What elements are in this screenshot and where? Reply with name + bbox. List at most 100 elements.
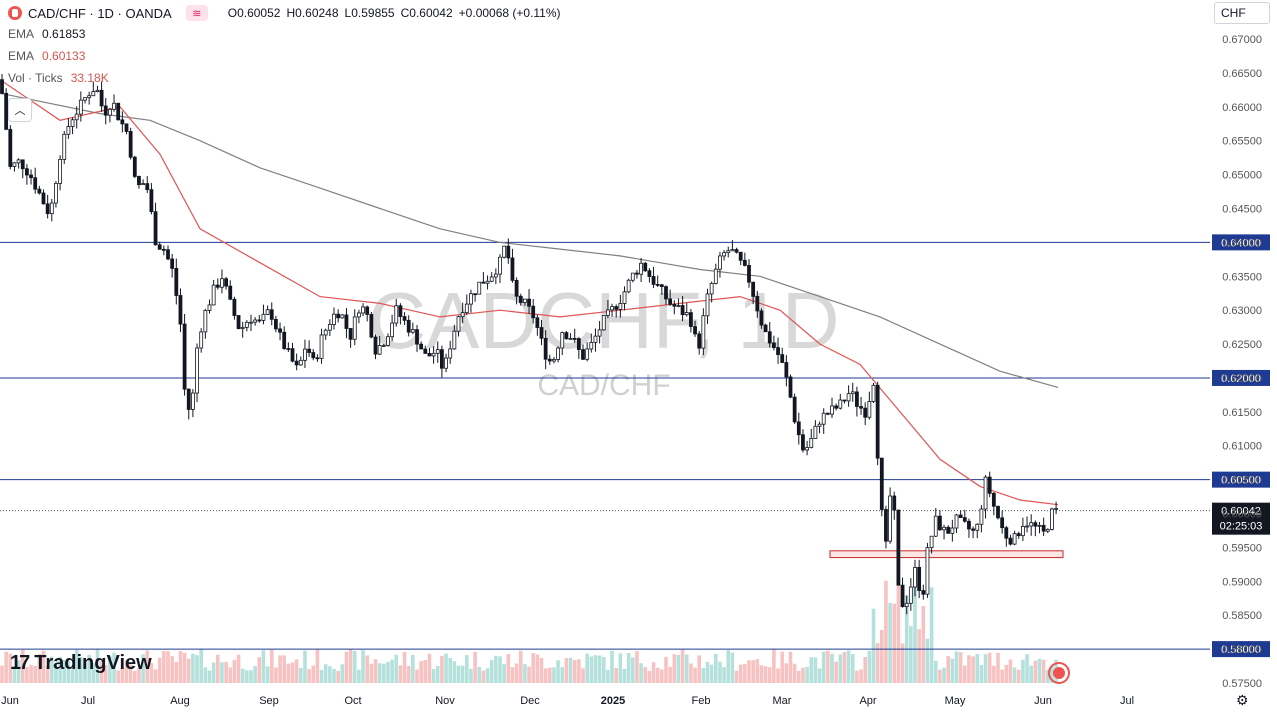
candle-body	[879, 457, 884, 510]
candle-body	[597, 329, 602, 337]
candle-body	[8, 128, 13, 167]
candle-body	[278, 328, 282, 333]
candle-body	[485, 280, 490, 284]
candle-body	[166, 249, 170, 260]
time-tick-label: Apr	[859, 695, 876, 707]
candle-body	[585, 348, 590, 360]
volume-bar	[664, 656, 668, 683]
candle-body	[369, 314, 374, 338]
volume-bar	[971, 656, 975, 683]
candle-body	[954, 514, 959, 529]
candle-body	[722, 252, 726, 257]
volume-bar	[41, 650, 46, 683]
candle-body	[83, 97, 87, 101]
candle-body	[157, 244, 162, 250]
volume-bar	[332, 668, 336, 683]
support-zone-rect[interactable]	[829, 550, 1064, 559]
candle-body	[888, 495, 892, 542]
candle-body	[593, 335, 598, 343]
ema-fast-legend[interactable]: EMA 0.60133	[8, 49, 86, 63]
volume-bar	[622, 668, 627, 683]
volume-bar	[539, 657, 544, 683]
candle-body	[589, 341, 594, 350]
volume-bar	[950, 658, 955, 683]
volume-bar	[145, 650, 150, 683]
volume-bar	[319, 669, 324, 683]
volume-bar	[776, 668, 780, 683]
volume-bar	[485, 668, 490, 683]
candle-body	[547, 358, 552, 362]
gear-icon[interactable]: ⚙	[1236, 692, 1249, 708]
volume-bar	[70, 668, 75, 683]
volume-bar	[137, 668, 141, 683]
candle-body	[763, 324, 768, 333]
volume-bar	[763, 666, 768, 683]
volume-bar	[514, 663, 519, 683]
candle-body	[419, 343, 424, 350]
volume-bar	[174, 661, 179, 683]
volume-bar	[523, 664, 527, 683]
canada-flag-icon[interactable]	[1048, 662, 1070, 684]
candle-body	[394, 305, 399, 324]
candle-body	[913, 566, 917, 588]
volume-bar	[738, 664, 743, 683]
volume-bar	[917, 629, 921, 683]
candle-body	[855, 391, 859, 407]
volume-bar	[199, 649, 203, 683]
time-tick-label: Mar	[773, 695, 792, 707]
volume-bar	[456, 665, 461, 683]
candle-body	[917, 566, 922, 591]
candle-body	[817, 423, 822, 427]
volume-bar	[294, 659, 299, 683]
volume-bar	[191, 653, 195, 683]
candle-body	[282, 331, 287, 349]
candle-body	[1021, 525, 1025, 537]
currency-button[interactable]: CHF	[1214, 2, 1270, 24]
volume-bar	[975, 653, 980, 683]
candle-body	[132, 156, 137, 177]
candle-body	[581, 349, 585, 360]
change-value: +0.00068 (+0.11%)	[458, 6, 561, 20]
level-price-tag	[1212, 471, 1270, 488]
price-tick-label: 0.61500	[1222, 407, 1262, 419]
candle-body	[199, 331, 204, 349]
candle-body	[161, 248, 166, 251]
tradingview-logo[interactable]: 17 TradingView	[10, 652, 152, 675]
volume-bar	[680, 649, 685, 683]
volume-bar	[589, 656, 594, 683]
market-status-icon[interactable]: ≋	[185, 5, 208, 21]
level-price-label: 0.58000	[1221, 644, 1261, 656]
volume-bar	[186, 658, 191, 683]
volume-legend[interactable]: Vol · Ticks 33.18K	[8, 71, 109, 85]
ema-fast-value: 0.60133	[42, 49, 86, 63]
volume-bar	[245, 670, 249, 683]
candle-body	[1045, 528, 1050, 532]
volume-bar	[581, 668, 585, 683]
volume-bar	[502, 663, 506, 683]
volume-bar	[979, 665, 984, 683]
volume-bar	[933, 660, 938, 683]
price-tick-label: 0.63500	[1222, 271, 1262, 283]
collapse-legend-button[interactable]: ︿	[8, 98, 32, 122]
candle-body	[614, 306, 619, 310]
candle-body	[145, 183, 150, 190]
candle-body	[365, 306, 370, 315]
candle-body	[1012, 533, 1017, 545]
candle-body	[332, 313, 336, 325]
ema-slow-line[interactable]	[0, 92, 1059, 388]
candle-body	[987, 476, 992, 494]
candle-body	[568, 337, 573, 340]
ema-slow-legend[interactable]: EMA 0.61853	[8, 27, 86, 41]
candle-body	[979, 508, 984, 525]
candle-body	[423, 348, 428, 354]
symbol-title[interactable]: CAD/CHF · 1D · OANDA	[28, 5, 172, 21]
volume-bar	[1033, 660, 1038, 683]
candle-body	[601, 315, 606, 331]
candle-body	[535, 317, 540, 328]
price-tick-label: 0.62000	[1222, 373, 1262, 385]
ema-fast-line[interactable]	[0, 79, 1059, 506]
candle-body	[834, 405, 839, 409]
candle-body	[780, 354, 785, 363]
price-tick-label: 0.64000	[1222, 237, 1262, 249]
